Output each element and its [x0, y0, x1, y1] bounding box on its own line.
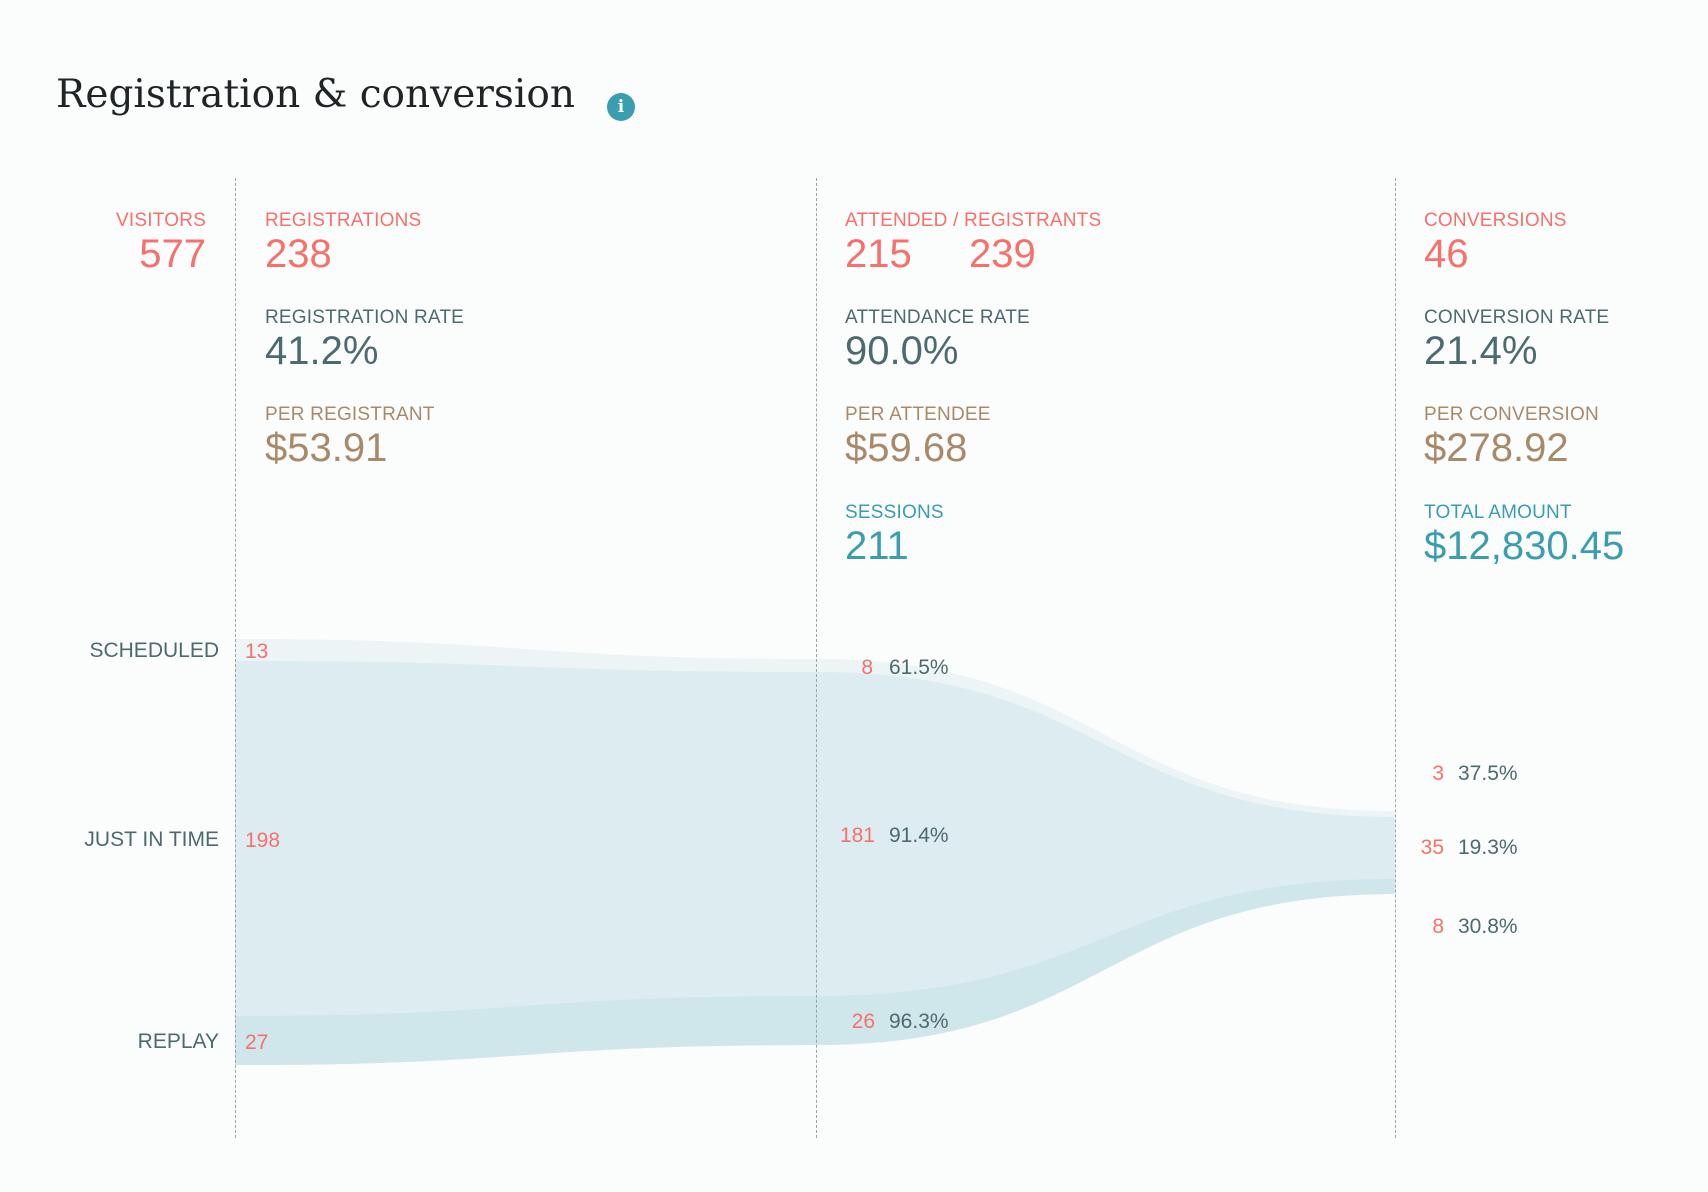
info-icon[interactable]: i: [607, 93, 635, 121]
visitors-value: 577: [139, 232, 206, 276]
total-amount-label: TOTAL AMOUNT: [1424, 502, 1572, 523]
flow-band-replay: [235, 879, 1395, 1065]
replay-registered: 27: [245, 1031, 269, 1054]
replay-attended: 26: [851, 1010, 875, 1033]
replay-converted: 8: [1432, 915, 1444, 938]
scheduled-converted-pct: 37.5%: [1458, 762, 1518, 785]
per-conversion-value: $278.92: [1424, 426, 1569, 470]
conversions-value: 46: [1424, 232, 1469, 276]
scheduled-attended: 8: [861, 656, 873, 679]
attendance-rate-label: ATTENDANCE RATE: [845, 307, 1030, 328]
just-in-time-attended-pct: 91.4%: [889, 824, 949, 847]
row-label-replay: REPLAY: [137, 1030, 219, 1053]
conversion-rate-label: CONVERSION RATE: [1424, 307, 1610, 328]
sessions-label: SESSIONS: [845, 502, 944, 523]
row-label-just-in-time: JUST IN TIME: [84, 828, 219, 851]
replay-attended-pct: 96.3%: [889, 1010, 949, 1033]
divider-registrations: [235, 178, 236, 1138]
scheduled-converted: 3: [1432, 762, 1444, 785]
registration-rate-label: REGISTRATION RATE: [265, 307, 465, 328]
sessions-value: 211: [845, 524, 909, 568]
registrations-label: REGISTRATIONS: [265, 210, 422, 231]
per-registrant-label: PER REGISTRANT: [265, 404, 435, 425]
attendance-rate-value: 90.0%: [845, 329, 959, 373]
just-in-time-registered: 198: [245, 829, 281, 852]
per-registrant-value: $53.91: [265, 426, 388, 470]
scheduled-registered: 13: [245, 640, 269, 663]
divider-attendance: [816, 178, 817, 1138]
registrants-value: 239: [969, 232, 1036, 276]
conversion-rate-value: 21.4%: [1424, 329, 1538, 373]
total-amount-value: $12,830.45: [1424, 524, 1625, 568]
just-in-time-converted: 35: [1420, 836, 1444, 859]
attended-registrants-label: ATTENDED / REGISTRANTS: [845, 210, 1102, 231]
per-attendee-value: $59.68: [845, 426, 968, 470]
conversions-label: CONVERSIONS: [1424, 210, 1567, 231]
per-conversion-label: PER CONVERSION: [1424, 404, 1599, 425]
visitors-label: VISITORS: [116, 210, 206, 231]
just-in-time-converted-pct: 19.3%: [1458, 836, 1518, 859]
registration-rate-value: 41.2%: [265, 329, 379, 373]
divider-conversions: [1395, 178, 1396, 1138]
registrations-value: 238: [265, 232, 332, 276]
replay-converted-pct: 30.8%: [1458, 915, 1518, 938]
page-title: Registration & conversion: [56, 72, 575, 117]
per-attendee-label: PER ATTENDEE: [845, 404, 991, 425]
row-label-scheduled: SCHEDULED: [89, 639, 219, 662]
just-in-time-attended: 181: [839, 824, 875, 847]
scheduled-attended-pct: 61.5%: [889, 656, 949, 679]
attended-value: 215: [845, 232, 912, 276]
